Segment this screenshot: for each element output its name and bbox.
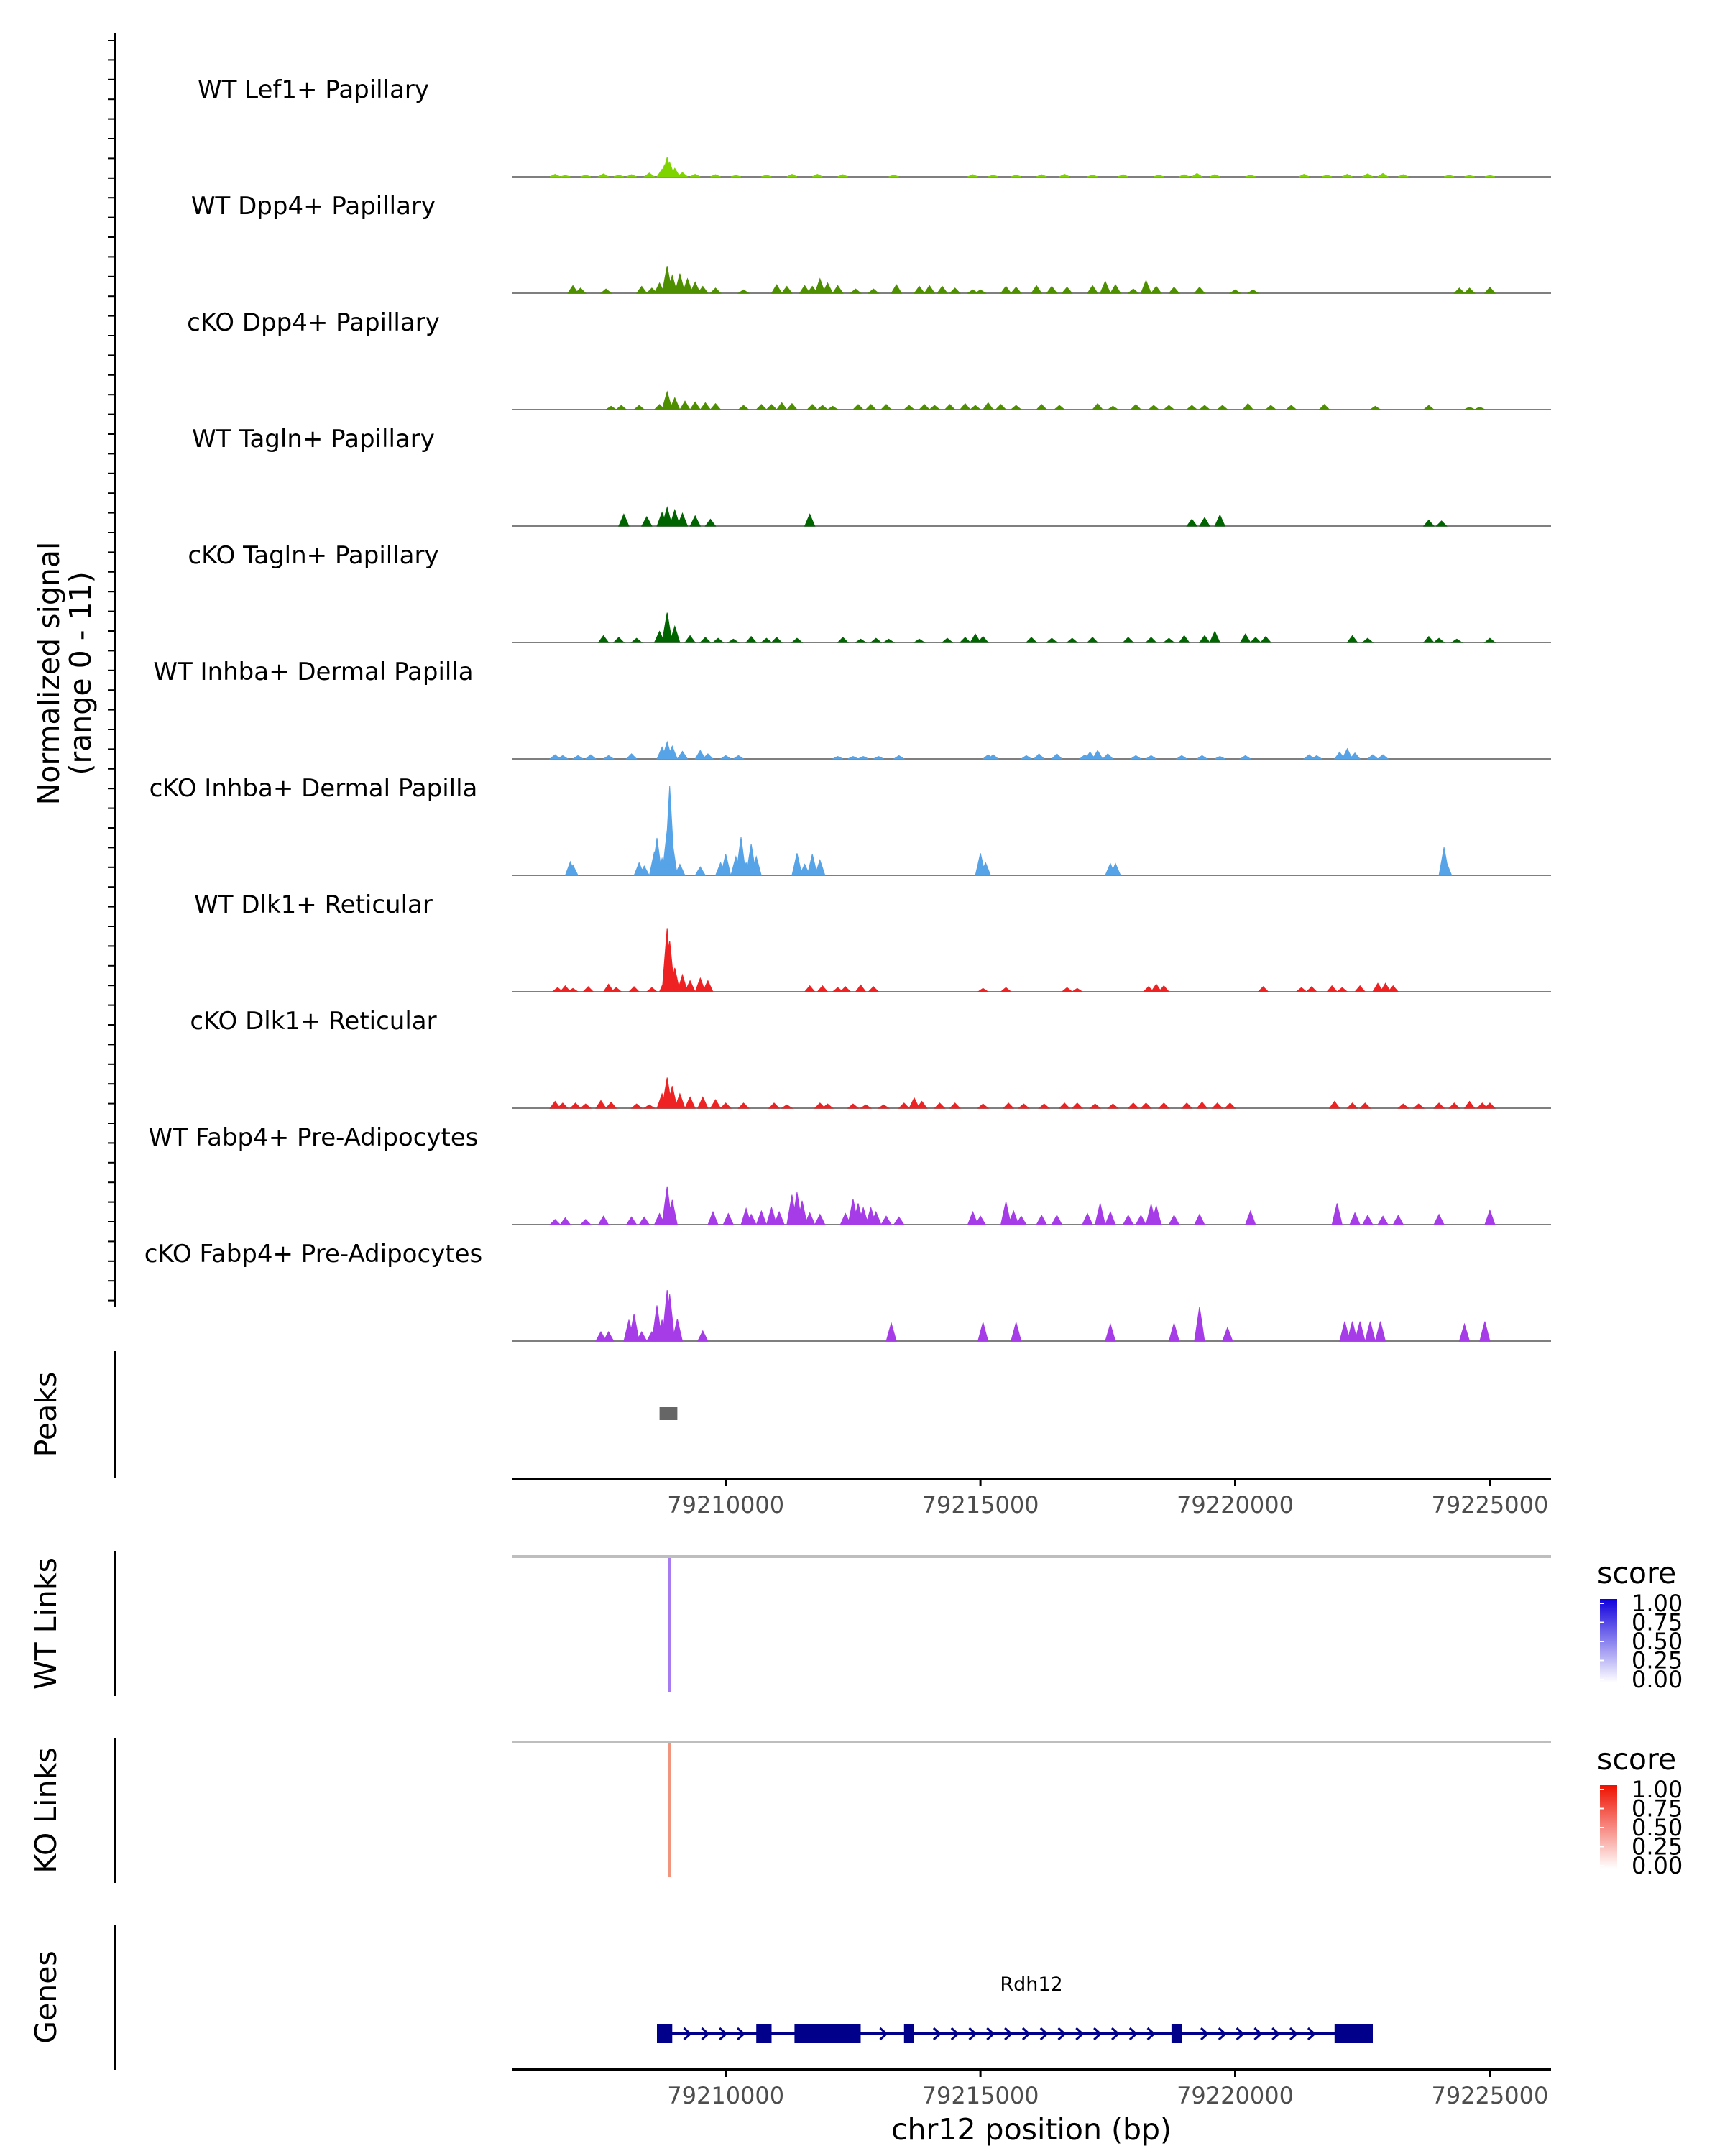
legend-label: 0.50 (1632, 1628, 1683, 1655)
strand-arrow (1004, 2027, 1013, 2041)
strand-arrow (1057, 2027, 1067, 2041)
ko-links-marks (512, 1741, 1551, 1877)
gene-name-label: Rdh12 (1000, 1973, 1062, 1996)
x-tick-label: 79215000 (922, 1491, 1039, 1519)
track-label: WT Fabp4+ Pre-Adipocytes (149, 1123, 479, 1152)
legend-title: score (1597, 1556, 1676, 1590)
legend-label: 0.25 (1632, 1833, 1683, 1861)
legend-label: 0.00 (1632, 1666, 1683, 1693)
coverage-area (550, 157, 1496, 178)
wt-links-marks (512, 1555, 1551, 1692)
coverage-area (618, 506, 1448, 527)
legend-label: 0.25 (1632, 1647, 1683, 1674)
peak-region (659, 1407, 678, 1420)
strand-arrow (879, 2027, 888, 2041)
legend-label: 1.00 (1632, 1776, 1683, 1803)
strand-arrow (1039, 2027, 1049, 2041)
gene-exon (794, 2024, 861, 2043)
gene-exon (1171, 2024, 1182, 2043)
legend-title: score (1597, 1742, 1676, 1777)
coverage-area (549, 1186, 1496, 1225)
coverage-area (551, 928, 1399, 992)
track-label: cKO Inhba+ Dermal Papilla (150, 774, 478, 803)
coverage-area (549, 1077, 1496, 1109)
strand-arrow (968, 2027, 978, 2041)
strand-arrow (932, 2027, 942, 2041)
strand-arrow (719, 2027, 728, 2041)
track-label: WT Dlk1+ Reticular (194, 890, 433, 919)
strand-arrow (1075, 2027, 1085, 2041)
strand-arrow (950, 2027, 960, 2041)
track-label: cKO Dlk1+ Reticular (190, 1007, 436, 1036)
strand-arrow (1289, 2027, 1299, 2041)
strand-arrow (986, 2027, 995, 2041)
coverage-area (595, 1290, 1491, 1342)
x-tick-label: 79225000 (1431, 1491, 1548, 1519)
ko-links-y-label: KO Links (29, 1747, 63, 1873)
gene-marks (657, 2024, 1373, 2043)
track-label: WT Dpp4+ Papillary (191, 192, 436, 221)
strand-arrow (737, 2027, 746, 2041)
legend-label: 1.00 (1632, 1590, 1683, 1617)
gene-exon (1334, 2024, 1373, 2043)
coverage-y-ticks (108, 40, 115, 1302)
gene-exon (657, 2024, 673, 2043)
track-label: WT Tagln+ Papillary (192, 425, 435, 453)
coverage-area (604, 390, 1486, 410)
coverage-panel: Normalized signal (range 0 - 11) WT Lef1… (32, 33, 1551, 1342)
strand-arrow (1128, 2027, 1138, 2041)
coverage-tracks: WT Lef1+ Papillary WT Dpp4+ Papillary cKO … (144, 75, 1551, 1342)
track-label: WT Inhba+ Dermal Papilla (153, 658, 473, 686)
legend-label: 0.75 (1632, 1795, 1683, 1823)
legend-label: 0.00 (1632, 1852, 1683, 1879)
coverage-area (597, 612, 1496, 643)
x-tick-label: 79225000 (1431, 2082, 1548, 2109)
strand-arrow (683, 2027, 692, 2041)
coverage-area (567, 266, 1496, 294)
x-tick-label: 79220000 (1177, 1491, 1294, 1519)
strand-arrow (1254, 2027, 1263, 2041)
genes-panel: Genes Rdh12 79210000 79215000 79220000 7922… (29, 1925, 1551, 2147)
x-tick-label: 79220000 (1177, 2082, 1294, 2109)
track-label: cKO Tagln+ Papillary (188, 541, 438, 570)
genes-y-label: Genes (29, 1950, 63, 2044)
strand-arrow (1271, 2027, 1281, 2041)
peaks-y-label: Peaks (29, 1372, 63, 1457)
strand-arrow (1307, 2027, 1317, 2041)
strand-arrow (701, 2027, 710, 2041)
coverage-y-label-line2: (range 0 - 11) (63, 571, 98, 775)
coverage-y-label-line1: Normalized signal (32, 542, 66, 806)
track-label: cKO Fabp4+ Pre-Adipocytes (144, 1240, 483, 1268)
coverage-area (564, 786, 1453, 876)
legend-label: 0.75 (1632, 1609, 1683, 1636)
gene-exon (903, 2024, 914, 2043)
peaks-panel: Peaks 79210000 79215000 79220000 79225000 (29, 1351, 1551, 1519)
strand-arrow (1218, 2027, 1228, 2041)
track-label: cKO Dpp4+ Papillary (187, 308, 440, 337)
strand-arrow (1200, 2027, 1210, 2041)
strand-arrow (1236, 2027, 1245, 2041)
wt-links-y-label: WT Links (29, 1557, 63, 1690)
strand-arrow (1021, 2027, 1031, 2041)
strand-arrow (1146, 2027, 1156, 2041)
x-axis-title: chr12 position (bp) (891, 2112, 1172, 2147)
x-tick-label: 79215000 (922, 2082, 1039, 2109)
gene-exon (756, 2024, 772, 2043)
peaks-marks (659, 1407, 678, 1420)
track-label: WT Lef1+ Papillary (198, 75, 429, 104)
genes-x-ticks: 79210000 79215000 79220000 79225000 (667, 2070, 1548, 2109)
x-tick-label: 79210000 (667, 1491, 784, 1519)
coverage-area (548, 740, 1389, 760)
x-tick-label: 79210000 (667, 2082, 784, 2109)
strand-arrow (1093, 2027, 1103, 2041)
strand-arrow (1111, 2027, 1121, 2041)
peaks-x-ticks: 79210000 79215000 79220000 79225000 (667, 1479, 1548, 1519)
legend-label: 0.50 (1632, 1814, 1683, 1841)
